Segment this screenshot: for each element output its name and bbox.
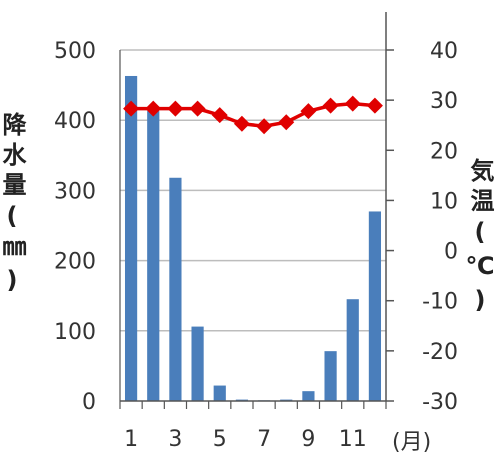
temperature-marker xyxy=(189,100,206,117)
precipitation-bar xyxy=(147,111,160,401)
precipitation-bar xyxy=(324,351,337,401)
x-tick-label: 1 xyxy=(124,427,138,452)
gridlines xyxy=(120,49,386,332)
x-tick-label: 7 xyxy=(257,427,271,452)
y-axis-title-right: 気温(℃) xyxy=(466,158,494,320)
y-tick-label-right: -20 xyxy=(422,340,458,365)
y-tick-label-left: 500 xyxy=(54,39,96,64)
y-tick-label-left: 0 xyxy=(82,390,96,415)
temperature-marker xyxy=(233,115,250,132)
y-axis-title-left: 降水量(㎜) xyxy=(0,112,26,300)
temperature-marker xyxy=(322,97,339,114)
y-tick-label-left: 200 xyxy=(54,250,96,275)
temperature-marker xyxy=(256,118,273,135)
temperature-marker xyxy=(211,107,228,124)
y-tick-label-left: 100 xyxy=(54,320,96,345)
temperature-line-path xyxy=(131,101,376,128)
x-tick-label: 5 xyxy=(213,427,227,452)
axes xyxy=(119,12,394,409)
precipitation-bar xyxy=(213,385,226,401)
precipitation-bar xyxy=(191,326,204,401)
y-tick-label-right: -10 xyxy=(422,290,458,315)
temperature-line xyxy=(123,95,383,135)
precipitation-bar xyxy=(169,177,182,401)
x-tick-label: 3 xyxy=(168,427,182,452)
precipitation-bar xyxy=(302,391,315,401)
temperature-marker xyxy=(123,100,140,117)
y-tick-label-right: 30 xyxy=(430,89,458,114)
precipitation-bar xyxy=(368,211,382,401)
precipitation-bars xyxy=(124,75,382,401)
y-tick-label-left: 400 xyxy=(54,109,96,134)
temperature-marker xyxy=(278,114,295,131)
temperature-marker xyxy=(167,100,184,117)
temperature-marker xyxy=(344,95,361,112)
temperature-marker xyxy=(366,97,383,114)
y-tick-label-right: 10 xyxy=(430,189,458,214)
y-tick-label-right: -30 xyxy=(422,390,458,415)
x-tick-label: 11 xyxy=(339,427,367,452)
y-tick-label-left: 300 xyxy=(54,179,96,204)
tick-labels: 0 100 200 300 400 500 -30 -20 -10 0 10 20 30 40 1 3 5 7 9 1… xyxy=(54,39,458,452)
precipitation-bar xyxy=(346,299,359,401)
x-tick-label: 9 xyxy=(301,427,315,452)
temperature-marker xyxy=(300,103,317,120)
y-tick-label-right: 0 xyxy=(444,240,458,265)
temperature-marker xyxy=(145,100,162,117)
y-tick-label-right: 40 xyxy=(430,39,458,64)
y-tick-label-right: 20 xyxy=(430,139,458,164)
x-unit-label: (月) xyxy=(392,430,431,455)
precipitation-bar xyxy=(124,75,138,401)
